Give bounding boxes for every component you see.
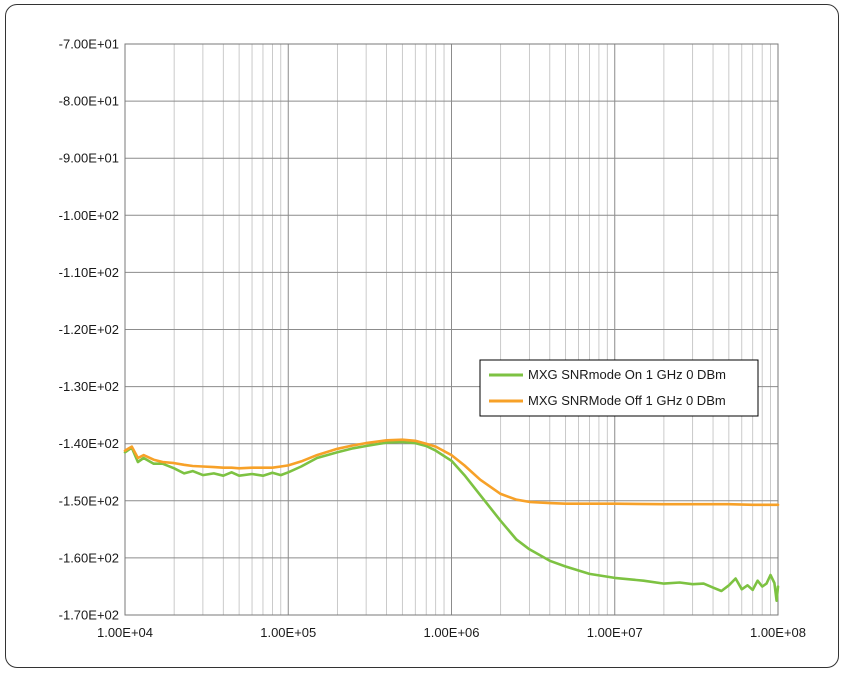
y-tick-label: -1.60E+02 <box>59 550 119 565</box>
plot-area-border <box>124 43 779 616</box>
legend-box <box>479 359 759 417</box>
y-tick-label: -1.50E+02 <box>59 493 119 508</box>
x-tick-label: 1.00E+04 <box>97 625 153 640</box>
y-tick-label: -1.70E+02 <box>59 608 119 623</box>
y-axis-tick-labels: -7.00E+01 -8.00E+01 -9.00E+01 -1.00E+02 -1.1… <box>59 37 119 623</box>
grid <box>124 43 779 616</box>
y-tick-label: -1.30E+02 <box>59 379 119 394</box>
x-tick-label: 1.00E+07 <box>587 625 643 640</box>
y-tick-label: -7.00E+01 <box>59 37 119 52</box>
legend-label-snr-off: MXG SNRMode Off 1 GHz 0 DBm <box>528 393 726 408</box>
x-tick-label: 1.00E+05 <box>260 625 316 640</box>
series-lines <box>123 438 780 603</box>
plot-border-rect <box>124 43 779 616</box>
series-line-0 <box>123 440 780 603</box>
chart-frame <box>5 4 839 668</box>
legend-label-snr-on: MXG SNRmode On 1 GHz 0 DBm <box>528 367 726 382</box>
y-tick-label: -1.00E+02 <box>59 208 119 223</box>
legend: MXG SNRmode On 1 GHz 0 DBm MXG SNRMode O… <box>479 359 759 417</box>
x-tick-label: 1.00E+08 <box>750 625 806 640</box>
y-tick-label: -9.00E+01 <box>59 151 119 166</box>
y-tick-label: -8.00E+01 <box>59 94 119 109</box>
x-tick-label: 1.00E+06 <box>423 625 479 640</box>
x-axis-tick-labels: 1.00E+04 1.00E+05 1.00E+06 1.00E+07 1.00E+08 <box>97 625 806 640</box>
y-tick-label: -1.10E+02 <box>59 265 119 280</box>
y-tick-label: -1.20E+02 <box>59 322 119 337</box>
series-line-1 <box>123 438 780 507</box>
y-tick-label: -1.40E+02 <box>59 436 119 451</box>
